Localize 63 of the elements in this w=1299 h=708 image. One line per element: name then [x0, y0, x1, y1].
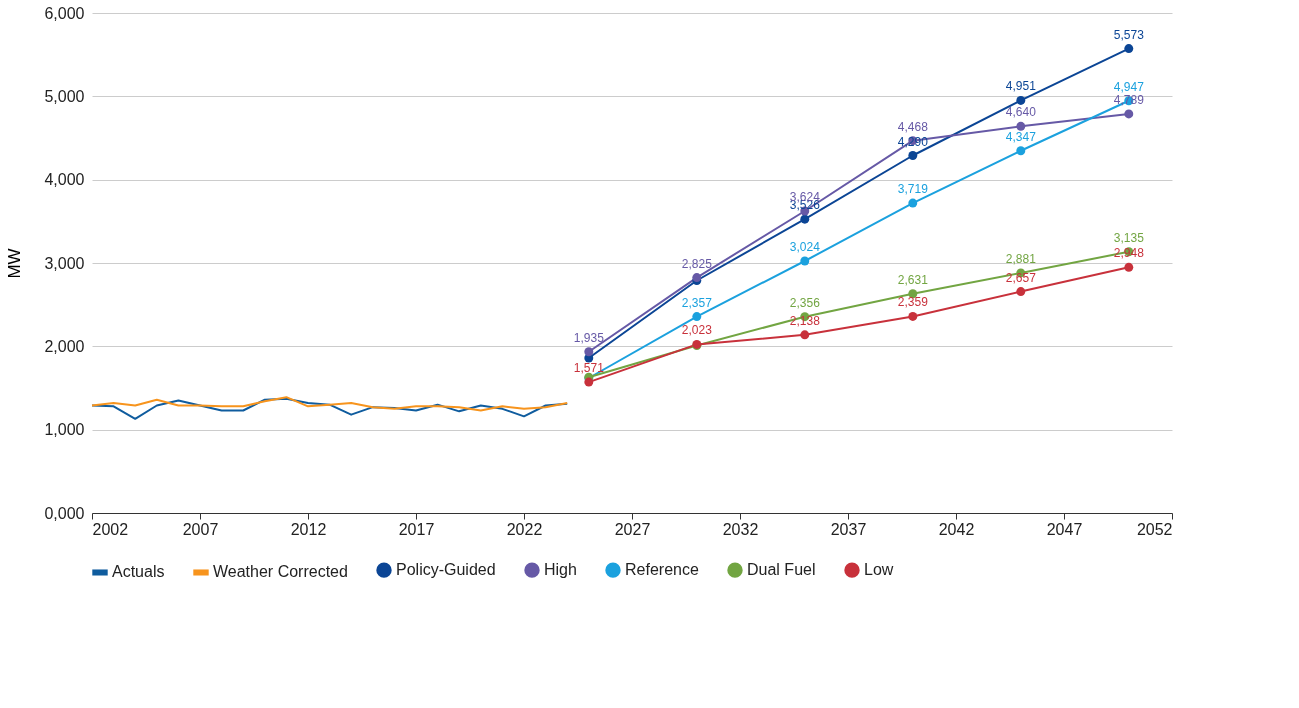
point — [1124, 262, 1134, 272]
y-tick-label: 2,000 — [44, 337, 85, 355]
point — [1124, 109, 1134, 119]
x-tick-label: 2007 — [182, 520, 219, 538]
legend-label: Reference — [625, 561, 699, 579]
data-label: 2,356 — [789, 295, 821, 310]
point — [584, 347, 594, 357]
data-label: 2,023 — [681, 323, 713, 338]
data-label: 2,357 — [681, 295, 713, 310]
point — [1016, 146, 1026, 156]
point — [800, 330, 810, 340]
point — [800, 256, 810, 266]
x-tick-label: 2022 — [506, 520, 543, 538]
x-tick-label: 2042 — [938, 520, 975, 538]
legend-label: Weather Corrected — [213, 563, 348, 581]
y-tick-label: 3,000 — [44, 254, 85, 272]
point — [584, 377, 594, 387]
y-tick-label: 5,000 — [44, 87, 85, 105]
data-label: 2,881 — [1005, 251, 1037, 266]
data-label: 4,640 — [1005, 105, 1037, 120]
legend-label: Actuals — [112, 563, 165, 581]
point — [1016, 287, 1026, 297]
line-series — [91, 397, 569, 420]
y-tick-label: 0,000 — [44, 504, 85, 522]
y-tick-label: 4,000 — [44, 171, 85, 189]
point — [908, 151, 918, 160]
data-label: 4,951 — [1005, 79, 1037, 94]
x-tick-label: 2047 — [1046, 520, 1083, 538]
x-tick-label: 2032 — [722, 520, 759, 538]
data-label: 2,825 — [681, 256, 713, 271]
y-tick-label: 6,000 — [44, 4, 85, 22]
x-tick-label: 2012 — [290, 520, 327, 538]
legend-label: Dual Fuel — [747, 561, 816, 579]
data-label: 1,935 — [573, 330, 605, 345]
point — [800, 214, 810, 224]
point — [908, 198, 918, 208]
point — [908, 311, 918, 321]
x-tick-label: 2002 — [92, 520, 129, 538]
data-label: 1,571 — [573, 361, 605, 376]
legend-label: Policy-Guided — [396, 561, 496, 579]
point — [1124, 44, 1134, 54]
data-label: 3,024 — [789, 240, 821, 254]
data-label: 3,135 — [1113, 230, 1145, 245]
data-label: 2,359 — [897, 295, 929, 310]
legend-label: High — [544, 561, 577, 579]
data-label: 2,631 — [897, 272, 929, 287]
x-tick-label: 2052 — [1136, 520, 1173, 538]
x-tick-label: 2037 — [830, 520, 867, 538]
data-label: 4,347 — [1005, 129, 1037, 144]
x-tick-label: 2027 — [614, 520, 651, 538]
y-tick-label: 1,000 — [44, 421, 85, 439]
data-label: 4,947 — [1113, 79, 1145, 94]
data-label: 4,468 — [897, 119, 929, 134]
point — [1016, 95, 1026, 105]
data-label: 5,573 — [1113, 27, 1145, 42]
point — [1016, 121, 1026, 131]
data-label: 3,719 — [897, 182, 929, 197]
data-label: 2,657 — [1005, 270, 1037, 285]
legend-label: Low — [864, 561, 894, 579]
line-series — [91, 396, 569, 412]
x-tick-label: 2017 — [398, 520, 435, 538]
point — [692, 312, 702, 322]
y-axis-title: MW — [5, 248, 25, 279]
